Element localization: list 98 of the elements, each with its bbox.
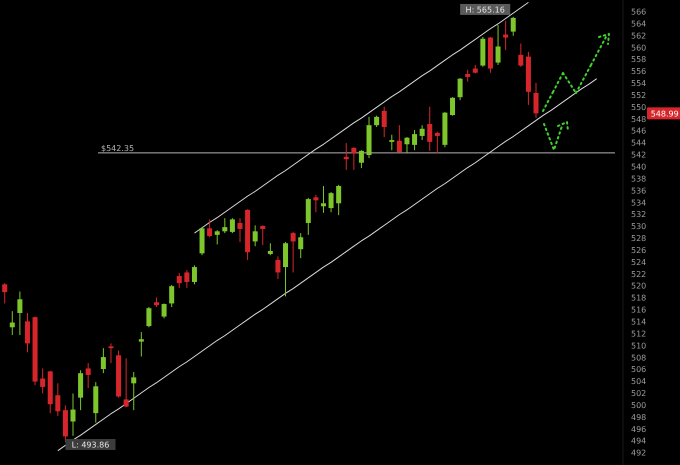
annotation: H: 565.16 <box>466 5 505 14</box>
candlestick <box>230 218 235 234</box>
candlestick <box>389 134 394 151</box>
candlestick <box>24 312 30 353</box>
y-tick-label: 516 <box>631 306 646 315</box>
candlestick <box>100 348 106 374</box>
candlestick <box>207 218 212 238</box>
y-tick-label: 562 <box>631 31 646 40</box>
y-tick-label: 546 <box>631 126 646 136</box>
candlestick <box>40 368 46 394</box>
candlestick <box>237 218 242 243</box>
y-tick-label: 520 <box>631 282 646 291</box>
line-series <box>194 2 529 234</box>
candlestick <box>298 232 304 259</box>
y-tick-label: 554 <box>631 79 646 88</box>
y-tick-label: 534 <box>631 198 646 208</box>
candlestick <box>396 124 402 154</box>
candlestick <box>55 382 60 417</box>
y-tick-label: 506 <box>631 365 646 374</box>
ref-line-label: $542.35 <box>101 144 134 153</box>
y-tick-label: 514 <box>631 317 646 326</box>
candlestick <box>214 230 220 245</box>
y-tick-label: 500 <box>631 400 646 410</box>
y-tick-label: 526 <box>631 246 646 255</box>
candlestick <box>70 392 76 436</box>
y-tick-label: 542 <box>631 150 646 160</box>
y-tick-label: 498 <box>631 412 646 422</box>
candlestick <box>2 282 8 304</box>
candlestick <box>192 264 197 285</box>
candlestick <box>427 106 432 152</box>
line-series <box>57 78 598 452</box>
candlestick <box>382 106 387 138</box>
candlestick <box>260 224 266 246</box>
candlestick <box>434 131 440 154</box>
candlestick <box>176 272 182 288</box>
candlestick <box>283 242 288 297</box>
y-tick-label: 524 <box>631 258 646 267</box>
candlestick <box>320 186 326 214</box>
candlestick <box>138 332 144 357</box>
candlestick <box>17 291 22 336</box>
y-tick-label: 548 <box>631 114 646 124</box>
candlestick <box>374 115 380 128</box>
candlestick <box>184 270 190 288</box>
candlestick <box>86 362 91 389</box>
candlestick <box>131 372 136 411</box>
y-tick-label: 544 <box>631 138 646 148</box>
candlestick <box>420 124 425 141</box>
y-tick-label: 556 <box>631 67 646 76</box>
y-tick-label: 510 <box>631 341 646 350</box>
y-tick-label: 522 <box>631 270 646 279</box>
candlestick <box>10 310 15 336</box>
candlestick <box>465 69 470 82</box>
candlestick <box>252 224 258 247</box>
y-tick-label: 540 <box>631 162 646 172</box>
y-tick-label: 528 <box>631 234 646 244</box>
candlestick <box>290 231 296 273</box>
y-tick-label: 550 <box>631 102 646 112</box>
y-tick-label: 558 <box>631 55 646 64</box>
candlestick <box>351 146 356 170</box>
candlestick <box>496 24 501 66</box>
y-tick-label: 532 <box>631 210 646 220</box>
candlestick <box>404 136 410 154</box>
candlestick <box>268 242 273 256</box>
candlestick <box>306 197 311 236</box>
y-tick-label: 512 <box>631 329 646 338</box>
candlestick <box>146 306 152 328</box>
text: 548.99 <box>650 109 679 118</box>
candlestick <box>222 218 228 234</box>
y-tick-label: 496 <box>631 424 646 434</box>
candlestick <box>412 129 418 151</box>
candlestick <box>450 96 456 116</box>
candlestick <box>503 20 508 51</box>
candlestick <box>313 194 318 213</box>
y-tick-label: 494 <box>631 436 646 446</box>
y-tick-label: 502 <box>631 389 646 398</box>
candlestick <box>169 284 174 308</box>
y-tick-label: 504 <box>631 377 646 386</box>
candlestick <box>518 43 524 68</box>
candlestick <box>458 78 463 101</box>
candlestick <box>358 150 364 169</box>
y-tick-label: 508 <box>631 353 646 362</box>
annotation: L: 493.86 <box>72 440 110 450</box>
y-tick-label: 552 <box>631 90 646 100</box>
y-tick-label: 564 <box>631 19 646 28</box>
candlestick <box>162 302 167 319</box>
y-tick-label: 536 <box>631 186 646 196</box>
y-tick-label: 518 <box>631 294 646 303</box>
y-tick-label: 566 <box>631 7 646 16</box>
y-tick-label: 492 <box>631 448 646 458</box>
y-tick-label: 560 <box>631 43 646 52</box>
y-tick-label: 530 <box>631 222 646 232</box>
candlestick <box>534 82 538 119</box>
candlestick <box>336 184 342 216</box>
candlestick <box>328 191 334 213</box>
candlestick <box>124 358 129 408</box>
candlestick <box>510 16 516 36</box>
y-tick-label: 538 <box>631 174 646 184</box>
candlestick <box>275 256 280 280</box>
